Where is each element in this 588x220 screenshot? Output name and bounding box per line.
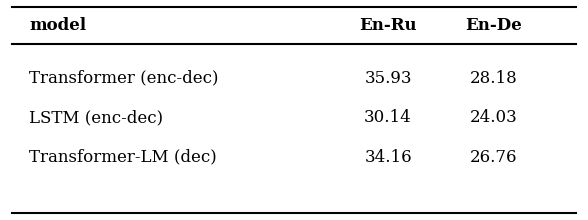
- Text: 28.18: 28.18: [470, 70, 518, 87]
- Text: 30.14: 30.14: [364, 109, 412, 126]
- Text: model: model: [29, 17, 86, 34]
- Text: En-De: En-De: [466, 17, 522, 34]
- Text: 35.93: 35.93: [365, 70, 412, 87]
- Text: Transformer (enc-dec): Transformer (enc-dec): [29, 70, 219, 87]
- Text: 34.16: 34.16: [365, 149, 412, 166]
- Text: Transformer-LM (dec): Transformer-LM (dec): [29, 149, 217, 166]
- Text: 26.76: 26.76: [470, 149, 517, 166]
- Text: LSTM (enc-dec): LSTM (enc-dec): [29, 109, 163, 126]
- Text: En-Ru: En-Ru: [359, 17, 417, 34]
- Text: 24.03: 24.03: [470, 109, 518, 126]
